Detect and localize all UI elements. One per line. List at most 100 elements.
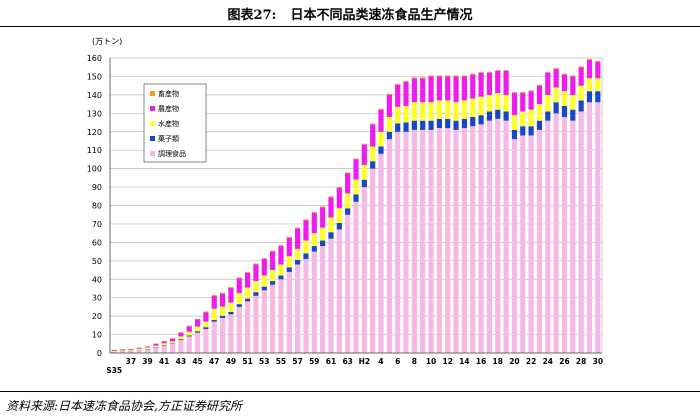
bar-segment: [395, 106, 401, 124]
legend-label: 水産物: [158, 119, 179, 128]
bar-segment: [245, 301, 251, 354]
bar-segment: [144, 349, 151, 353]
bar-segment: [445, 76, 451, 101]
bar-segment: [428, 76, 434, 103]
bar-segment: [270, 281, 276, 285]
bar-segment: [445, 75, 451, 77]
bar-segment: [186, 326, 192, 332]
bar-segment: [486, 111, 493, 121]
x-tick-label: 43: [176, 357, 186, 366]
bar-segment: [178, 339, 184, 341]
bar-segment: [361, 164, 367, 180]
bar-segment: [320, 240, 326, 247]
bar-segment: [495, 69, 501, 71]
bar-segment: [528, 90, 534, 92]
bar-segment: [420, 78, 426, 103]
x-tick-label: 39: [142, 357, 152, 366]
legend-swatch: [150, 91, 155, 96]
bar-segment: [311, 211, 317, 213]
bar-segment: [211, 295, 217, 309]
x-tick-label: 57: [292, 357, 302, 366]
bar-segment: [520, 135, 526, 353]
bar-segment: [353, 201, 359, 353]
bar-segment: [278, 279, 284, 353]
bar-segment: [403, 81, 409, 106]
bar-segment: [503, 69, 509, 71]
bar-segment: [578, 67, 584, 86]
bar-segment: [119, 351, 126, 353]
bar-segment: [178, 336, 184, 340]
x-tick-label: 45: [192, 357, 202, 366]
x-tick-label: H2: [359, 357, 371, 366]
bar-segment: [561, 105, 568, 117]
bar-segment: [328, 217, 334, 233]
bar-segment: [295, 248, 301, 260]
bar-segment: [361, 143, 367, 145]
bar-segment: [194, 332, 201, 353]
bar-segment: [511, 92, 518, 94]
bar-segment: [453, 102, 459, 121]
source-note: 资料来源:日本速冻食品协会,方正证券研究所: [6, 399, 242, 413]
bar-segment: [370, 168, 376, 354]
bar-segment: [378, 153, 384, 354]
bar-segment: [136, 347, 142, 349]
y-tick-label: 30: [92, 294, 102, 303]
bar-segment: [320, 246, 326, 353]
footer-rule: [0, 391, 700, 392]
bar-segment: [211, 321, 217, 353]
figure-title-text: 日本不同品类速冻食品生产情况: [290, 8, 473, 23]
bar-segment: [403, 122, 409, 132]
bar-segment: [345, 214, 351, 353]
bar-segment: [528, 109, 534, 127]
bar-segment: [536, 129, 543, 353]
bar-segment: [511, 115, 518, 130]
bar-segment: [486, 120, 493, 353]
bar-segment: [236, 306, 242, 353]
bar-segment: [270, 250, 276, 252]
bar-segment: [295, 259, 301, 265]
bar-segment: [194, 331, 201, 333]
bar-segment: [545, 111, 551, 121]
bar-segment: [345, 172, 351, 174]
bar-segment: [161, 343, 167, 346]
bar-segment: [253, 264, 259, 282]
x-tick-label: 51: [242, 357, 252, 366]
bar-segment: [586, 59, 593, 79]
bar-segment: [420, 120, 426, 130]
bar-segment: [194, 319, 201, 327]
bar-segment: [311, 212, 317, 234]
bar-segment: [136, 348, 142, 351]
bar-segment: [370, 161, 376, 169]
bar-segment: [286, 236, 292, 238]
bar-segment: [228, 314, 234, 353]
bar-segment: [111, 350, 117, 352]
bar-segment: [578, 66, 584, 68]
bar-segment: [169, 341, 176, 344]
bar-segment: [578, 111, 584, 353]
bar-segment: [570, 76, 576, 95]
bar-segment: [511, 129, 518, 140]
bar-segment: [495, 93, 501, 110]
x-tick-label: 14: [459, 357, 469, 366]
bar-segment: [186, 325, 192, 327]
x-tick-label: 53: [259, 357, 269, 366]
bar-segment: [253, 295, 259, 353]
bar-segment: [261, 258, 267, 276]
bar-segment: [144, 347, 151, 349]
bar-segment: [128, 351, 134, 353]
y-tick-label: 150: [87, 72, 102, 81]
bar-segment: [270, 284, 276, 353]
bar-segment: [253, 281, 259, 293]
bar-segment: [245, 298, 251, 302]
bar-segment: [420, 102, 426, 121]
x-tick-label: 61: [326, 357, 336, 366]
bar-segment: [445, 118, 451, 129]
bar-segment: [278, 264, 284, 276]
legend-label: 農産物: [158, 104, 179, 113]
legend-label: 調理食品: [158, 149, 186, 158]
bar-segment: [411, 129, 417, 353]
bar-segment: [503, 70, 509, 95]
bar-segment: [245, 272, 251, 288]
bar-segment: [386, 94, 392, 118]
